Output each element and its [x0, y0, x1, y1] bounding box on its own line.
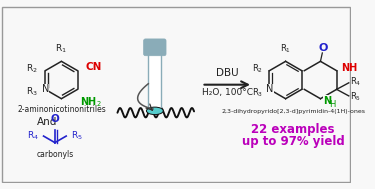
FancyBboxPatch shape — [2, 7, 350, 182]
Text: R$_3$: R$_3$ — [252, 87, 263, 99]
Text: 2-aminonicotinonitriles: 2-aminonicotinonitriles — [17, 105, 106, 114]
Text: 2,3-dihydropyrido[2,3-d]pyrimidin-4(1H)-ones: 2,3-dihydropyrido[2,3-d]pyrimidin-4(1H)-… — [221, 109, 365, 114]
Text: R$_1$: R$_1$ — [56, 42, 68, 55]
Text: R$_2$: R$_2$ — [26, 63, 38, 75]
Text: O: O — [51, 114, 59, 124]
Text: NH$_2$: NH$_2$ — [80, 95, 102, 109]
Text: R$_5$: R$_5$ — [71, 130, 83, 142]
Text: R$_3$: R$_3$ — [26, 86, 38, 98]
Text: And: And — [37, 117, 58, 127]
Text: carbonyls: carbonyls — [36, 150, 74, 159]
Text: R$_4$: R$_4$ — [27, 130, 39, 142]
Text: N: N — [266, 84, 273, 94]
Text: H: H — [329, 100, 335, 109]
Text: N: N — [42, 84, 49, 94]
Text: up to 97% yield: up to 97% yield — [242, 135, 345, 148]
Text: R$_2$: R$_2$ — [252, 63, 263, 75]
Text: NH: NH — [341, 63, 357, 73]
Text: N: N — [323, 96, 332, 106]
Text: O: O — [319, 43, 328, 53]
Ellipse shape — [146, 107, 163, 115]
Text: R$_4$: R$_4$ — [350, 76, 361, 88]
FancyBboxPatch shape — [148, 51, 161, 112]
Text: R$_5$: R$_5$ — [350, 91, 361, 103]
Text: R$_1$: R$_1$ — [280, 42, 291, 55]
Text: CN: CN — [86, 62, 102, 72]
Text: DBU: DBU — [216, 68, 238, 78]
Text: H₂O, 100°C: H₂O, 100°C — [202, 88, 253, 97]
FancyBboxPatch shape — [144, 39, 166, 56]
Text: 22 examples: 22 examples — [251, 123, 335, 136]
